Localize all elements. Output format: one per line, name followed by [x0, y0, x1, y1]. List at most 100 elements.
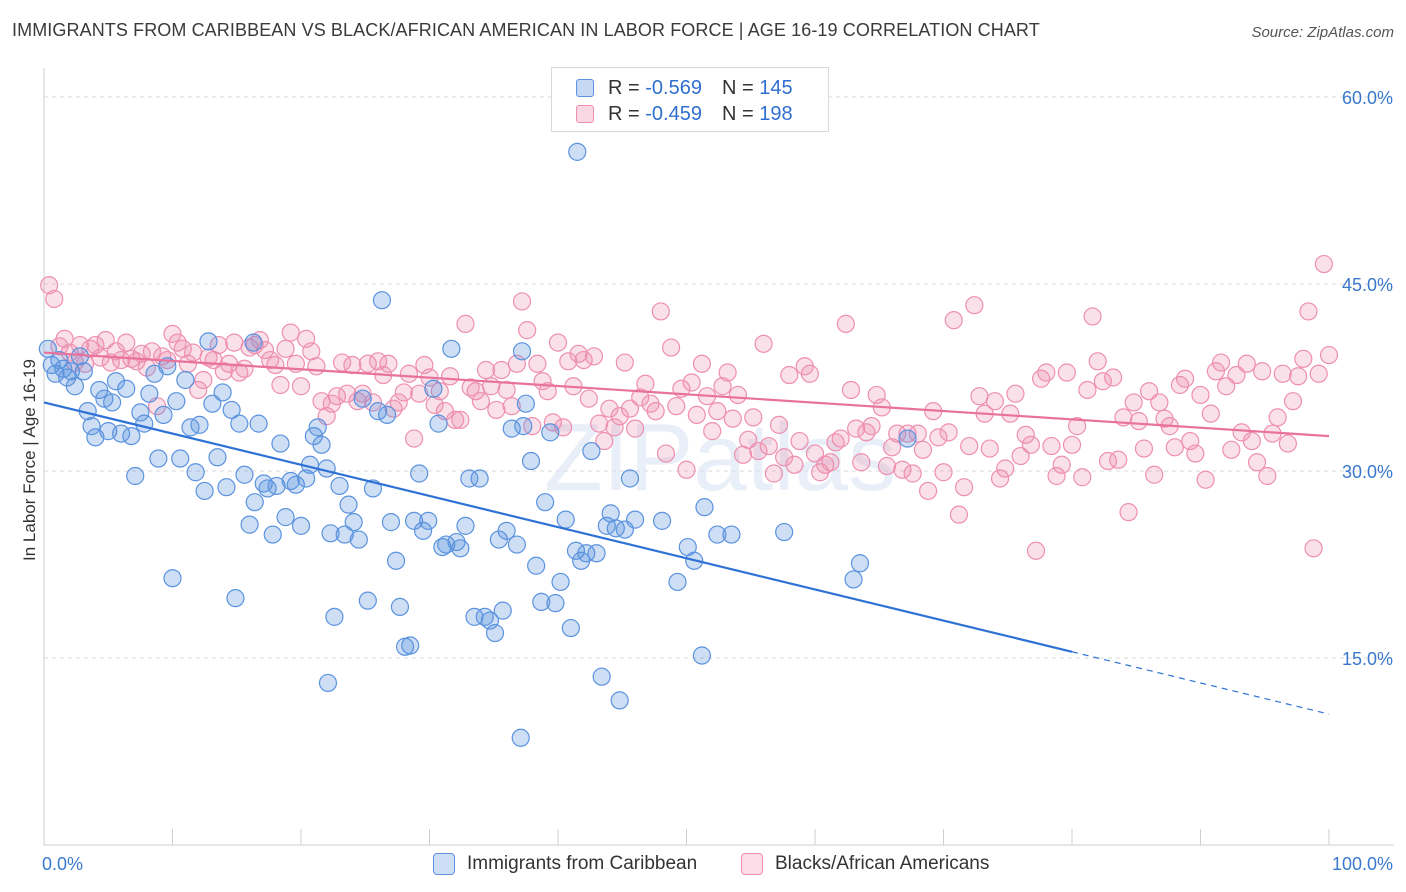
caribbean-point [668, 572, 687, 592]
blacks-point [1083, 307, 1102, 326]
caribbean-point [167, 392, 186, 411]
blacks-point [1278, 434, 1297, 453]
blacks-point [276, 339, 295, 358]
blacks-point [281, 323, 300, 342]
blacks-point [1196, 470, 1215, 489]
caribbean-point [722, 525, 741, 544]
caribbean-point [460, 469, 479, 488]
blacks-point [882, 438, 902, 457]
blacks-point [677, 460, 696, 479]
blacks-point [1253, 362, 1272, 381]
caribbean-point [419, 511, 438, 530]
blacks-point [1047, 466, 1066, 486]
blacks-point [1237, 354, 1256, 373]
caribbean-point [321, 524, 340, 543]
blacks-point [852, 453, 871, 472]
blacks-point [780, 365, 799, 385]
caribbean-point [442, 339, 461, 358]
caribbean-point [401, 636, 420, 655]
blacks-point [888, 424, 907, 443]
blacks-point [1078, 380, 1097, 400]
blacks-point [579, 389, 598, 408]
blacks-point [656, 444, 676, 463]
blacks-point [502, 397, 521, 416]
legend-swatch-pink [576, 105, 594, 123]
caribbean-point [625, 510, 645, 529]
blacks-point [651, 302, 670, 321]
caribbean-point [381, 513, 401, 532]
blacks-point [692, 354, 712, 373]
blacks-point [1057, 363, 1076, 382]
series-blacks-points [40, 254, 1339, 560]
blacks-point [456, 314, 475, 333]
caribbean-point [353, 389, 372, 408]
caribbean-point [541, 423, 560, 442]
caribbean-point [235, 465, 254, 484]
blacks-point [744, 408, 763, 427]
blacks-point [291, 377, 311, 396]
blacks-point [271, 375, 290, 395]
caribbean-point [163, 569, 182, 588]
y-axis-label: In Labor Force | Age 16-19 [20, 359, 39, 561]
legend-n-value: 145 [759, 76, 793, 99]
caribbean-point [140, 384, 159, 403]
caribbean-point [176, 370, 195, 390]
blacks-point [512, 292, 532, 311]
tick-labels: 15.0% 30.0% 45.0% 60.0% 0.0% 100.0% [42, 88, 1393, 874]
blacks-point [1273, 364, 1292, 383]
legend-row-caribbean: R = -0.569 N = 145 [576, 76, 793, 100]
caribbean-point [117, 379, 136, 398]
blacks-point [831, 429, 850, 448]
caribbean-point [497, 521, 516, 540]
blacks-point [1088, 352, 1107, 371]
caribbean-point [561, 618, 580, 638]
bottom-legend-label: Immigrants from Caribbean [467, 853, 698, 874]
caribbean-point [610, 691, 629, 710]
caribbean-point [775, 522, 794, 542]
blacks-point [45, 289, 64, 309]
blacks-point [574, 350, 593, 370]
caribbean-point [844, 570, 863, 589]
blacks-point [636, 374, 655, 393]
blacks-point [492, 360, 511, 380]
caribbean-point [154, 405, 173, 424]
blacks-point [749, 441, 768, 461]
legend-r-value: -0.459 [645, 102, 702, 125]
caribbean-point [410, 464, 429, 483]
blacks-point [559, 352, 578, 371]
caribbean-point [222, 400, 241, 420]
blacks-point [970, 387, 989, 406]
blacks-point [1186, 444, 1205, 463]
legend-row-blacks: R = -0.459 N = 198 [576, 102, 793, 126]
caribbean-point [240, 515, 259, 534]
blacks-point [980, 439, 999, 458]
caribbean-point [390, 597, 410, 616]
blacks-point [1068, 417, 1087, 436]
blacks-point [1191, 385, 1210, 405]
blacks-point [1309, 364, 1328, 383]
blacks-point [944, 311, 963, 330]
caribbean-point [532, 592, 551, 612]
caribbean-point [271, 434, 290, 453]
blacks-point [389, 393, 408, 412]
blacks-point [862, 417, 881, 436]
blacks-point [1062, 435, 1082, 454]
blacks-point [1042, 436, 1061, 456]
caribbean-point [850, 554, 870, 573]
caribbean-point [369, 402, 388, 421]
blacks-point [1165, 438, 1184, 457]
caribbean-point [582, 441, 601, 461]
blacks-point [189, 380, 208, 400]
caribbean-point [226, 589, 245, 608]
caribbean-point [103, 393, 122, 412]
blacks-point [687, 405, 706, 424]
caribbean-point [424, 379, 443, 398]
caribbean-trend-extension [1071, 651, 1330, 715]
blacks-point [1129, 412, 1148, 431]
bottom-legend-blacks: Blacks/African Americans [741, 851, 989, 877]
blacks-point [1073, 468, 1092, 487]
blacks-point [266, 355, 285, 375]
blacks-point [209, 335, 228, 355]
y-tick-label: 15.0% [1342, 649, 1393, 669]
